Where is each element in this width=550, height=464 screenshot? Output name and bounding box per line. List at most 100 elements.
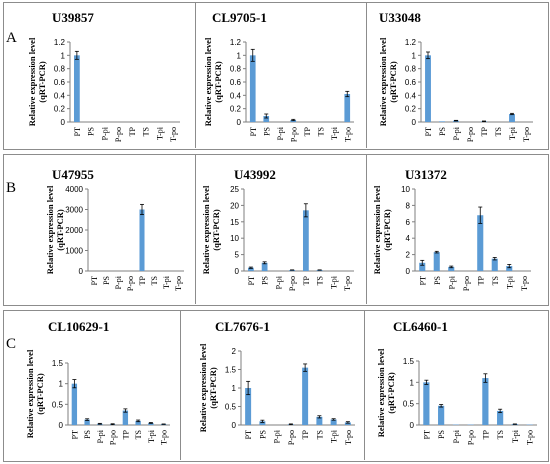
row-label-c: C <box>6 336 17 352</box>
y-tick-label: 2000 <box>65 226 83 235</box>
bar-ps <box>259 421 266 425</box>
row-c-separator-2 <box>364 310 365 460</box>
x-tick-label-pt: PT <box>422 430 431 439</box>
bar-ps <box>261 262 268 271</box>
x-tick-label-pt: PT <box>424 127 433 136</box>
x-tick-label-tp: TP <box>121 429 130 439</box>
y-tick-label: 1.2 <box>54 38 66 47</box>
x-tick-label-tp: TP <box>476 275 485 285</box>
bar-pt <box>245 388 252 425</box>
x-tick-label-t-po: T-po <box>169 127 178 142</box>
y-axis-label: Relative expression level(qRT-PCR) <box>27 37 47 126</box>
x-tick-label-pt: PT <box>90 276 99 285</box>
y-tick-label: 2 <box>406 251 411 260</box>
y-tick-label: 1 <box>410 378 415 387</box>
bar-tp <box>302 367 309 425</box>
row-a-frame <box>3 2 549 150</box>
chart-title: CL9705-1 <box>212 10 267 25</box>
chart-panel-u39857: U39857 Relative expression level(qRT-PCR)… <box>27 10 180 142</box>
x-tick-label-t-po: T-po <box>160 430 169 445</box>
x-tick-label-t-po: T-po <box>526 430 535 445</box>
y-axis-label: Relative expression level(qRT-PCR) <box>201 185 221 274</box>
x-tick-label-ts: TS <box>491 276 500 285</box>
row-label-a: A <box>6 30 17 46</box>
x-tick-label-t-pi: T-pi <box>329 275 338 289</box>
x-tick-label-pt: PT <box>249 127 258 136</box>
row-a-separator-1 <box>195 2 196 148</box>
x-tick-label-p-pi: P-pi <box>274 275 283 289</box>
y-tick-label: 0.8 <box>230 65 242 74</box>
x-tick-label-p-pi: P-pi <box>96 429 105 443</box>
bar-pt <box>73 55 80 123</box>
bar-ps <box>263 116 270 122</box>
x-tick-label-pt: PT <box>244 430 253 439</box>
x-tick-label-p-po: P-po <box>126 276 135 291</box>
y-tick-label: 10 <box>401 185 410 194</box>
y-tick-label: 0.4 <box>405 91 417 100</box>
x-tick-label-p-pi: P-pi <box>276 126 285 140</box>
chart-title: U39857 <box>52 10 94 25</box>
x-tick-label-t-pi: T-pi <box>505 275 514 289</box>
x-tick-label-ps: PS <box>102 276 111 285</box>
y-tick-label: 0 <box>232 421 237 430</box>
x-tick-label-p-pi: P-pi <box>447 275 456 289</box>
y-tick-label: 1 <box>232 384 237 393</box>
y-tick-label: 2 <box>232 347 237 356</box>
y-axis-label: Relative expression level(qRT-PCR) <box>25 349 45 438</box>
x-tick-label-p-po: P-po <box>467 430 476 445</box>
chart-title: U47955 <box>52 167 94 182</box>
x-tick-label-ts: TS <box>496 430 505 439</box>
x-tick-label-p-pi: P-pi <box>452 126 461 140</box>
y-tick-label: 0 <box>61 118 66 127</box>
x-tick-label-p-po: P-po <box>288 276 297 291</box>
x-tick-label-p-pi: P-pi <box>100 126 109 140</box>
y-tick-label: 0.2 <box>405 105 417 114</box>
y-tick-label: 0 <box>412 118 417 127</box>
chart-title: U31372 <box>405 167 447 182</box>
bar-tp <box>139 209 145 271</box>
bar-t-pi <box>509 114 515 122</box>
y-axis-label: Relative expression level(qRT-PCR) <box>203 37 223 126</box>
x-tick-label-ps: PS <box>438 127 447 136</box>
y-axis-label: Relative expression level(qRT-PCR) <box>378 37 398 126</box>
chart-panel-cl7676-1: CL7676-1 Relative expression level(qRT-PC… <box>198 319 355 445</box>
bar-t-pi <box>148 422 154 425</box>
y-tick-label: 0.6 <box>230 78 242 87</box>
x-tick-label-tp: TP <box>481 429 490 439</box>
y-tick-label: 0 <box>59 421 64 430</box>
chart-panel-u33048: U33048 Relative expression level(qRT-PCR)… <box>378 10 533 142</box>
y-tick-label: 0 <box>406 267 411 276</box>
bar-pt <box>247 267 254 271</box>
y-tick-label: 0.4 <box>230 91 242 100</box>
bar-pt <box>71 383 78 425</box>
x-tick-label-ts: TS <box>150 276 159 285</box>
x-tick-label-t-pi: T-pi <box>147 429 156 443</box>
x-tick-label-t-pi: T-pi <box>330 429 339 443</box>
x-tick-label-tp: TP <box>480 126 489 136</box>
y-axis-label: Relative expression level(qRT-PCR) <box>376 348 396 437</box>
x-tick-label-t-po: T-po <box>343 276 352 291</box>
bar-tp <box>477 215 484 271</box>
x-tick-label-ts: TS <box>316 276 325 285</box>
x-tick-label-tp: TP <box>128 126 137 136</box>
y-tick-label: 8 <box>406 201 411 210</box>
chart-title: CL6460-1 <box>393 319 448 334</box>
x-tick-label-ps: PS <box>258 430 267 439</box>
bar-ts <box>135 420 141 425</box>
y-tick-label: 5 <box>235 251 240 260</box>
x-tick-label-ts: TS <box>316 127 325 136</box>
x-tick-label-t-po: T-po <box>522 127 531 142</box>
x-tick-label-tp: TP <box>303 126 312 136</box>
bar-ps <box>433 252 440 271</box>
x-tick-label-p-po: P-po <box>109 430 118 445</box>
x-tick-label-p-pi: P-pi <box>273 429 282 443</box>
y-tick-label: 4 <box>406 234 411 243</box>
x-tick-label-tp: TP <box>302 275 311 285</box>
chart-title: U43992 <box>234 167 276 182</box>
x-tick-label-t-po: T-po <box>343 127 352 142</box>
x-tick-label-pt: PT <box>418 276 427 285</box>
y-tick-label: 1.5 <box>225 366 237 375</box>
y-tick-label: 20 <box>230 201 239 210</box>
row-c-separator-1 <box>180 310 181 460</box>
